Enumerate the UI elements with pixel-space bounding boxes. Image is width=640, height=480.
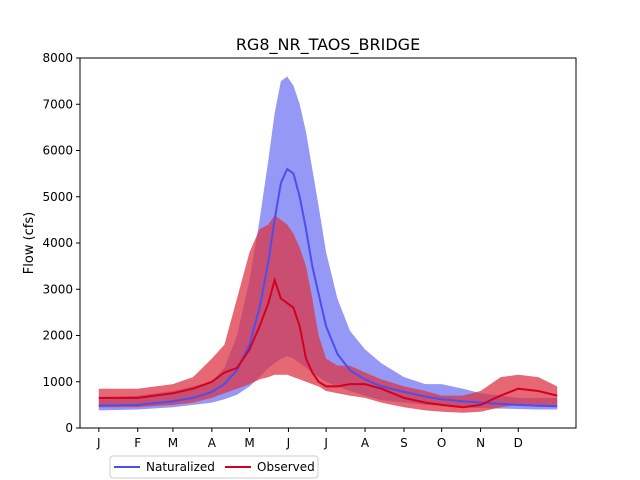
x-tick-label: M (244, 436, 254, 450)
y-tick-label: 3000 (42, 282, 73, 296)
x-tick-label: J (286, 436, 291, 450)
y-tick-label: 7000 (42, 97, 73, 111)
observed-median-line (98, 276, 558, 409)
legend: Naturalized Observed (109, 455, 319, 479)
x-tick-label: O (437, 436, 446, 450)
x-tick-label: J (323, 436, 328, 450)
x-tick-label: M (168, 436, 178, 450)
y-axis-ticks: 0 1000 2000 3000 4000 5000 6000 7000 8000 (42, 51, 80, 435)
y-tick-label: 1000 (42, 375, 73, 389)
x-tick-label: A (208, 436, 217, 450)
x-tick-label: S (400, 436, 408, 450)
y-tick-label: 6000 (42, 144, 73, 158)
x-tick-label: A (361, 436, 370, 450)
y-tick-label: 8000 (42, 51, 73, 65)
y-tick-label: 2000 (42, 329, 73, 343)
uncertainty-bands (98, 76, 558, 413)
x-tick-label: N (476, 436, 485, 450)
naturalized-median-line (98, 167, 558, 408)
x-tick-label: J (96, 436, 101, 450)
naturalized-range-band (98, 76, 558, 411)
y-tick-label: 0 (65, 421, 73, 435)
legend-naturalized-label: Naturalized (146, 460, 215, 474)
legend-box (109, 455, 319, 479)
x-tick-label: D (514, 436, 523, 450)
median-lines (98, 167, 558, 409)
y-axis-label: Flow (cfs) (22, 212, 37, 274)
observed-range-band (98, 215, 558, 413)
chart-title: RG8_NR_TAOS_BRIDGE (236, 35, 420, 55)
legend-observed-label: Observed (257, 460, 315, 474)
y-tick-label: 4000 (42, 236, 73, 250)
y-tick-label: 5000 (42, 190, 73, 204)
x-tick-label: F (134, 436, 141, 450)
